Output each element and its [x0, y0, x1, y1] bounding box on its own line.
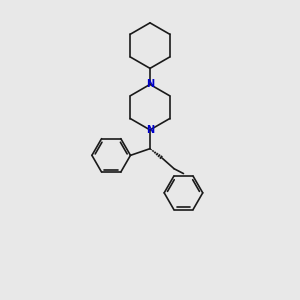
Text: N: N: [146, 80, 154, 89]
Text: N: N: [146, 125, 154, 135]
